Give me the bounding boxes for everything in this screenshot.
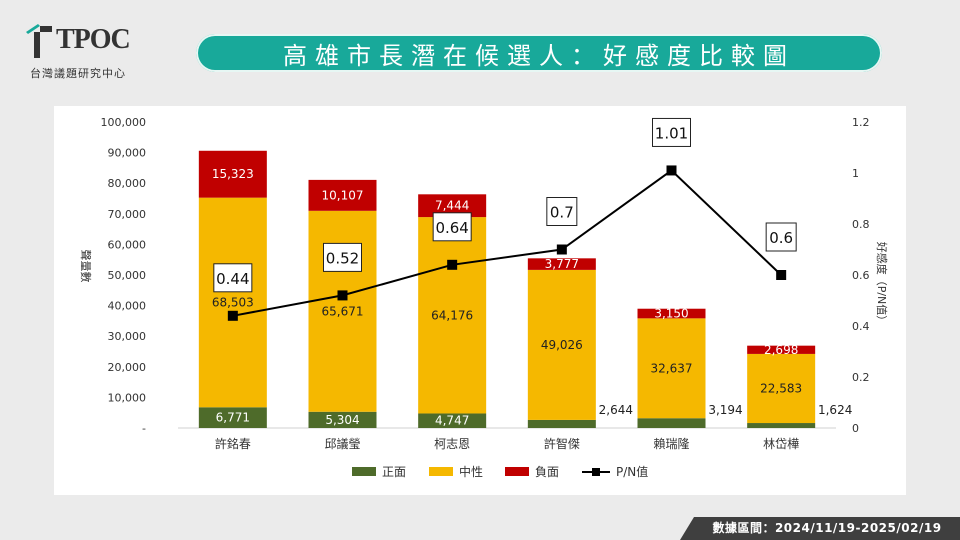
positive-data-label: 5,304 xyxy=(325,413,359,427)
y2-axis-title: 好感度（P/N值） xyxy=(875,242,889,327)
pn-marker xyxy=(666,165,677,176)
negative-bar xyxy=(747,345,816,354)
positive-data-label: 2,644 xyxy=(599,403,633,417)
negative-data-label: 2,698 xyxy=(764,343,798,357)
neutral-data-label: 64,176 xyxy=(431,308,473,322)
pn-label-box xyxy=(213,263,253,293)
pn-marker xyxy=(556,244,567,255)
neutral-data-label: 22,583 xyxy=(760,381,802,395)
y-tick-label: - xyxy=(142,422,146,435)
y-tick-label: 30,000 xyxy=(108,330,147,343)
pn-marker xyxy=(337,290,348,301)
negative-data-label: 3,777 xyxy=(545,257,579,271)
y2-tick-label: 1 xyxy=(852,167,859,180)
pn-label-box xyxy=(765,222,797,252)
negative-data-label: 15,323 xyxy=(212,167,254,181)
neutral-bar xyxy=(637,318,706,419)
pn-data-label: 0.52 xyxy=(326,249,359,267)
y-tick-label: 50,000 xyxy=(108,269,147,282)
x-tick-label: 林岱樺 xyxy=(763,437,799,451)
y2-tick-label: 0.6 xyxy=(852,269,870,282)
negative-bar xyxy=(308,179,377,211)
pn-label-box xyxy=(432,212,472,242)
legend-swatch xyxy=(505,467,529,476)
legend-label: 中性 xyxy=(459,464,483,479)
y-axis-title: 聲量數 xyxy=(79,250,93,283)
x-tick-label: 許智傑 xyxy=(544,436,580,451)
positive-data-label: 6,771 xyxy=(216,411,250,425)
neutral-data-label: 32,637 xyxy=(651,361,693,375)
y2-tick-label: 0.8 xyxy=(852,218,870,231)
pn-data-label: 0.7 xyxy=(550,204,574,222)
logo: TPOC 台灣議題研究中心 xyxy=(22,18,162,84)
title-bar: 高雄市長潛在候選人：好感度比較圖 xyxy=(196,34,882,72)
date-range-footer: 數據區間：2024/11/19-2025/02/19 xyxy=(680,517,960,540)
logo-mark-icon xyxy=(26,24,52,58)
positive-bar xyxy=(527,419,596,428)
y-tick-label: 20,000 xyxy=(108,361,147,374)
negative-bar xyxy=(418,194,487,218)
y2-tick-label: 0.4 xyxy=(852,320,870,333)
negative-data-label: 7,444 xyxy=(435,199,469,213)
pn-label-box xyxy=(323,242,362,272)
pn-marker xyxy=(447,259,458,270)
legend-label: P/N值 xyxy=(616,464,648,479)
pn-label-box xyxy=(652,117,691,147)
pn-data-label: 0.6 xyxy=(769,229,793,247)
negative-bar xyxy=(198,150,267,198)
logo-brand: TPOC xyxy=(56,24,131,55)
y2-tick-label: 0 xyxy=(852,422,859,435)
neutral-bar xyxy=(418,217,487,414)
positive-data-label: 1,624 xyxy=(818,403,852,417)
y-tick-label: 90,000 xyxy=(108,147,147,160)
y-tick-label: 100,000 xyxy=(101,116,147,129)
legend-line-marker xyxy=(592,468,600,476)
y-tick-label: 70,000 xyxy=(108,208,147,221)
positive-bar xyxy=(637,418,706,428)
positive-bar xyxy=(308,411,377,428)
neutral-bar xyxy=(747,353,816,424)
x-tick-label: 柯志恩 xyxy=(434,437,470,451)
legend-label: 正面 xyxy=(382,465,406,479)
pn-data-label: 0.64 xyxy=(435,219,468,237)
y-tick-label: 60,000 xyxy=(108,238,147,251)
logo-subtitle: 台灣議題研究中心 xyxy=(30,67,126,80)
y2-tick-label: 1.2 xyxy=(852,116,870,129)
negative-data-label: 10,107 xyxy=(322,188,364,202)
positive-bar xyxy=(198,407,267,428)
neutral-bar xyxy=(527,269,596,420)
x-tick-label: 許銘春 xyxy=(215,436,251,451)
chart: - 10,000 20,000 30,000 40,000 50,000 60,000 70,… xyxy=(79,116,889,479)
pn-line xyxy=(232,169,782,317)
pn-marker xyxy=(227,310,238,321)
y-tick-label: 40,000 xyxy=(108,300,147,313)
negative-bar xyxy=(637,308,706,319)
pn-marker xyxy=(776,270,787,280)
x-tick-label: 邱議瑩 xyxy=(324,437,360,451)
y2-tick-label: 0.2 xyxy=(852,371,870,384)
x-tick-label: 賴瑞隆 xyxy=(653,436,689,451)
y-tick-label: 10,000 xyxy=(108,391,147,404)
positive-data-label: 3,194 xyxy=(708,403,742,417)
neutral-data-label: 49,026 xyxy=(541,338,583,352)
negative-data-label: 3,150 xyxy=(654,307,688,321)
negative-bar xyxy=(527,258,596,270)
positive-bar xyxy=(747,423,816,428)
pn-data-label: 0.44 xyxy=(216,270,249,288)
pn-label-box xyxy=(546,197,578,226)
neutral-bar xyxy=(198,197,267,408)
positive-bar xyxy=(418,413,487,428)
legend-label: 負面 xyxy=(535,465,559,479)
neutral-data-label: 68,503 xyxy=(212,295,254,309)
legend-swatch xyxy=(352,467,376,476)
y-tick-label: 80,000 xyxy=(108,177,147,190)
chart-panel: - 10,000 20,000 30,000 40,000 50,000 60,000 70,… xyxy=(54,106,906,495)
neutral-data-label: 65,671 xyxy=(322,304,364,318)
pn-data-label: 1.01 xyxy=(655,124,688,142)
positive-data-label: 4,747 xyxy=(435,414,469,428)
page-title: 高雄市長潛在候選人：好感度比較圖 xyxy=(283,41,795,70)
legend-swatch xyxy=(429,467,453,476)
